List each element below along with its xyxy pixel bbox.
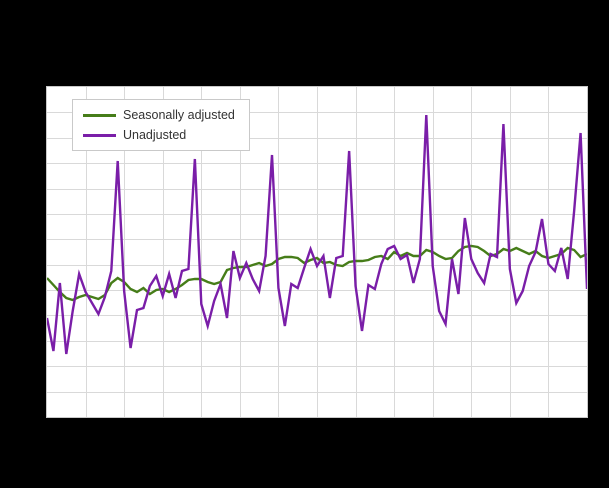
series-line-unadjusted	[47, 114, 587, 355]
legend-item-seasonally-adjusted[interactable]: Seasonally adjusted	[83, 107, 235, 123]
legend-label-unadjusted: Unadjusted	[123, 128, 187, 142]
seasonally-adjusted-line-icon	[83, 113, 116, 117]
legend-item-unadjusted[interactable]: Unadjusted	[83, 127, 235, 143]
unadjusted-line-icon	[83, 133, 116, 137]
plot-area: Seasonally adjusted Unadjusted	[46, 86, 588, 418]
legend: Seasonally adjusted Unadjusted	[72, 99, 250, 151]
legend-label-seasonally-adjusted: Seasonally adjusted	[123, 108, 235, 122]
chart-svg	[47, 87, 587, 417]
gridlines	[47, 87, 587, 417]
